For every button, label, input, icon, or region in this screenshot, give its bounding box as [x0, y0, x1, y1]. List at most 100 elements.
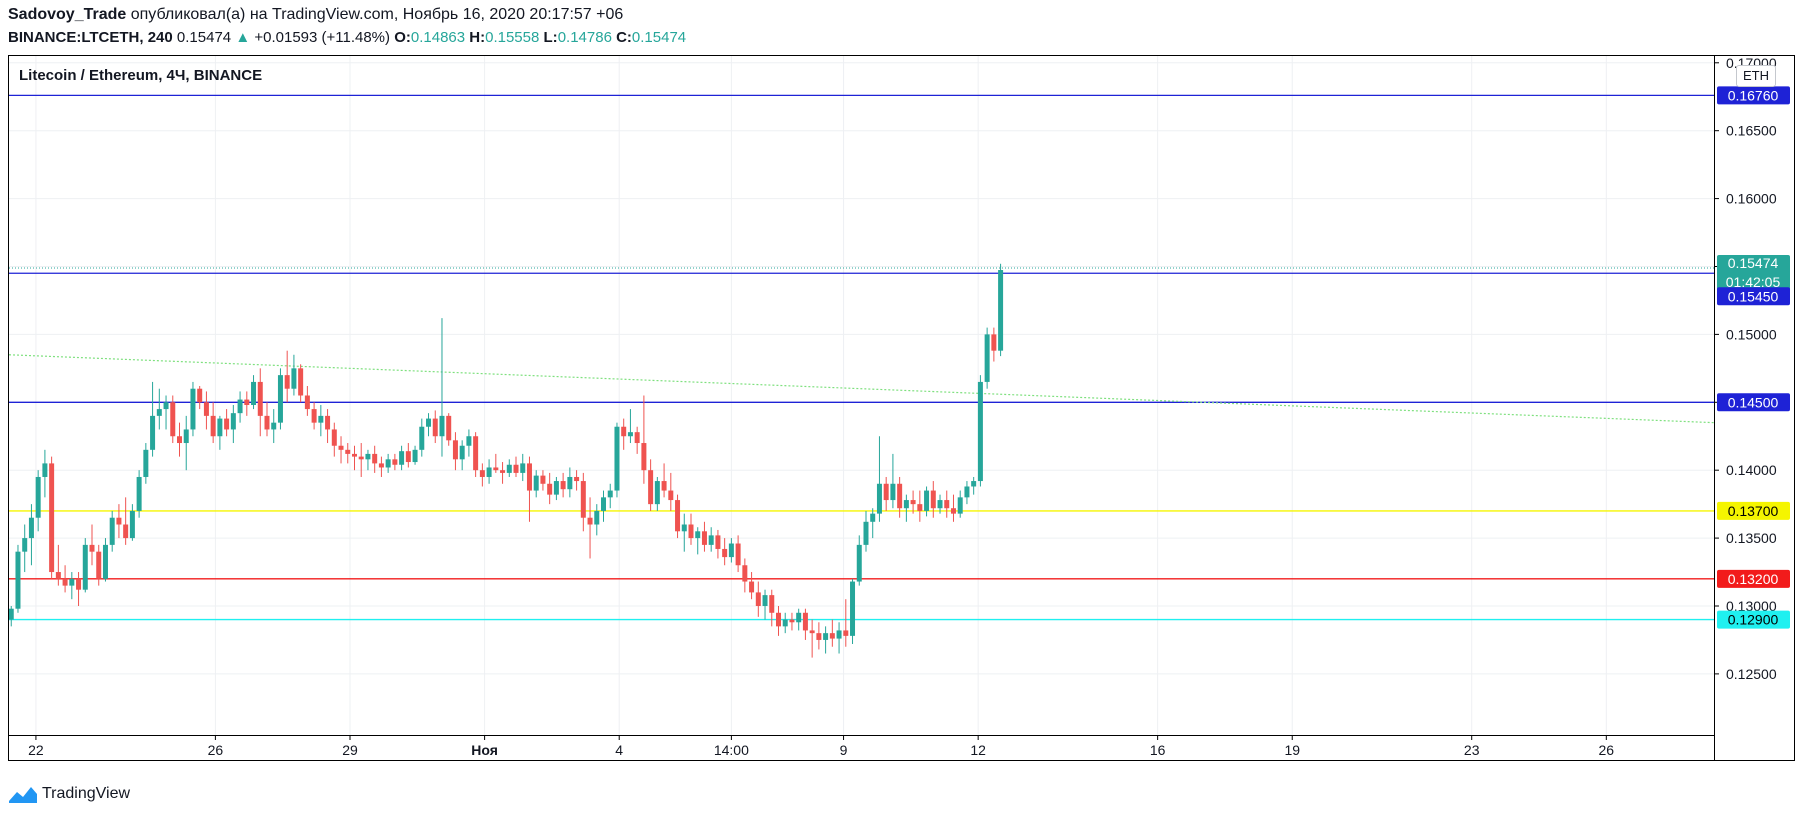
- candle-body: [533, 475, 539, 491]
- candle-body: [358, 456, 364, 460]
- candle: [614, 422, 620, 498]
- close-label: C:: [616, 29, 632, 46]
- time-tick-label: 19: [1284, 742, 1300, 758]
- candle-body: [96, 551, 102, 579]
- candle: [991, 327, 997, 362]
- candle-body: [116, 517, 122, 525]
- candle-body: [163, 402, 169, 410]
- candle: [937, 494, 943, 514]
- candle: [890, 453, 896, 509]
- candle: [143, 443, 149, 484]
- candle: [244, 391, 250, 416]
- candle: [500, 462, 506, 484]
- candle-body: [284, 375, 290, 389]
- price-change: +0.01593 (+11.48%): [254, 29, 391, 46]
- candle: [506, 459, 512, 477]
- candle: [8, 605, 14, 627]
- candle: [284, 350, 290, 403]
- candle-body: [998, 270, 1004, 351]
- high-label: H:: [469, 29, 486, 46]
- currency-button[interactable]: ETH: [1736, 65, 1776, 87]
- candle: [136, 470, 142, 518]
- published-text: опубликовал(а) на TradingView.com, Ноябр…: [130, 6, 624, 23]
- candle: [271, 409, 277, 444]
- candle-body: [668, 490, 674, 501]
- candle: [769, 589, 775, 627]
- candle-body: [156, 409, 162, 416]
- level-price-tag: [1717, 393, 1790, 412]
- candle: [170, 395, 176, 444]
- price-tick-label: 0.15000: [1726, 326, 1777, 342]
- candle-body: [944, 500, 950, 509]
- candle: [601, 490, 607, 522]
- chart-title: Litecoin / Ethereum, 4Ч, BINANCE: [19, 67, 263, 84]
- trendline-layer: [8, 354, 1715, 424]
- last-price: 0.15474: [176, 29, 232, 46]
- candle-body: [930, 490, 936, 509]
- candle-body: [506, 464, 512, 473]
- candle-body: [688, 524, 694, 539]
- candle-body: [399, 451, 405, 465]
- candle: [466, 429, 472, 457]
- candle: [621, 418, 627, 450]
- candle-body: [8, 608, 14, 620]
- candle-body: [701, 531, 707, 545]
- candle-body: [412, 449, 418, 463]
- candle: [210, 402, 216, 444]
- candle-body: [318, 415, 324, 423]
- high-value: 0.15558: [485, 29, 540, 46]
- candle: [863, 510, 869, 552]
- candle-body: [42, 463, 48, 477]
- tradingview-footer[interactable]: TradingView: [8, 784, 130, 804]
- candle-body: [452, 440, 458, 460]
- candle: [950, 494, 956, 522]
- candle-body: [547, 483, 553, 495]
- candle: [82, 538, 88, 593]
- last-price-tag: [1717, 255, 1790, 294]
- candle-body: [540, 475, 546, 484]
- candle: [796, 608, 802, 631]
- candle-body: [244, 399, 250, 406]
- candle-body: [89, 544, 95, 552]
- candle-body: [863, 521, 869, 545]
- candle-body: [170, 402, 176, 437]
- candle-body: [957, 497, 963, 514]
- candle-body: [277, 375, 283, 423]
- candle-body: [749, 581, 755, 593]
- candle: [277, 368, 283, 430]
- candle-body: [796, 612, 802, 623]
- candle-body: [311, 409, 317, 423]
- candle: [823, 626, 829, 654]
- time-tick-label: Ноя: [471, 742, 498, 758]
- candle-body: [520, 463, 526, 473]
- candle: [547, 472, 553, 505]
- candle-body: [150, 415, 156, 450]
- candle-body: [903, 500, 909, 509]
- candle: [479, 463, 485, 487]
- candle-body: [22, 538, 28, 552]
- candle-body: [432, 418, 438, 437]
- candle: [607, 483, 613, 509]
- candles-layer: [8, 263, 1004, 658]
- candle: [876, 436, 882, 522]
- candle-body: [129, 510, 135, 539]
- candle-body: [856, 544, 862, 582]
- candle: [237, 391, 243, 423]
- candle-body: [917, 504, 923, 511]
- candle: [42, 449, 48, 498]
- candle: [156, 388, 162, 430]
- candle: [123, 497, 129, 545]
- author-name[interactable]: Sadovoy_Trade: [8, 6, 127, 23]
- candle: [648, 459, 654, 511]
- candle: [446, 413, 452, 446]
- plot-frame: [8, 55, 1715, 736]
- candle-body: [143, 449, 149, 477]
- candle-body: [345, 449, 351, 454]
- candle: [661, 463, 667, 498]
- candle-body: [513, 464, 519, 473]
- candle-body: [486, 467, 492, 477]
- candle: [385, 453, 391, 473]
- low-value: 0.14786: [557, 29, 612, 46]
- candle: [984, 327, 990, 389]
